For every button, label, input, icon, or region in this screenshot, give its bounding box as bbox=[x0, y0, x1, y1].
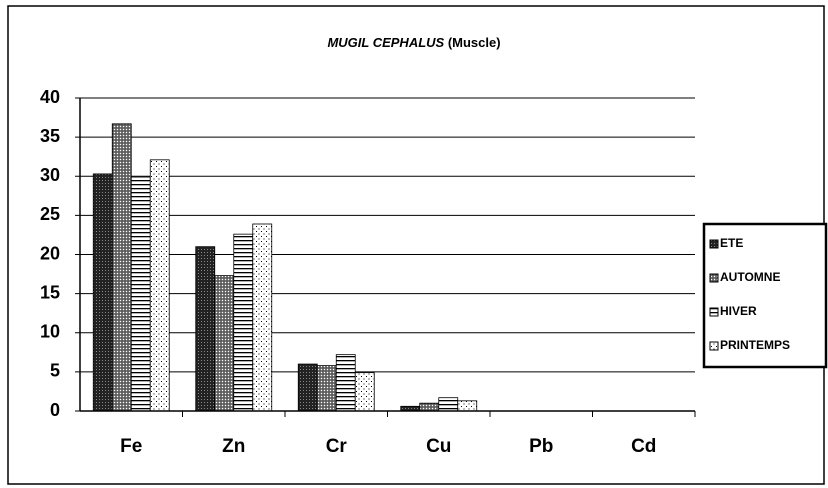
bar bbox=[92, 173, 113, 412]
legend-label: PRINTEMPS bbox=[720, 338, 790, 352]
y-tick-label: 0 bbox=[50, 400, 60, 420]
bar bbox=[297, 363, 318, 412]
legend-label: AUTOMNE bbox=[720, 270, 780, 284]
y-tick-label: 15 bbox=[40, 282, 60, 302]
bar bbox=[316, 365, 337, 412]
bar bbox=[457, 400, 478, 412]
bar bbox=[111, 123, 132, 412]
bar bbox=[438, 397, 459, 412]
bar bbox=[233, 233, 254, 412]
y-tick-label: 40 bbox=[40, 87, 60, 107]
x-tick-label: Fe bbox=[120, 436, 142, 457]
y-tick-label: 30 bbox=[40, 165, 60, 185]
y-tick-label: 25 bbox=[40, 204, 60, 224]
y-tick-label: 10 bbox=[40, 322, 60, 342]
legend-swatch bbox=[709, 239, 719, 249]
legend-label: HIVER bbox=[720, 304, 757, 318]
legend-label: ETE bbox=[720, 236, 743, 250]
legend-swatch bbox=[709, 341, 719, 351]
bar bbox=[149, 159, 170, 412]
x-tick-label: Cr bbox=[326, 436, 348, 457]
bar bbox=[252, 223, 273, 412]
bar bbox=[195, 246, 216, 412]
x-tick-label: Zn bbox=[222, 436, 245, 457]
bar bbox=[214, 275, 235, 412]
title-species: MUGIL CEPHALUS bbox=[327, 35, 444, 50]
chart-title: MUGIL CEPHALUS (Muscle) bbox=[327, 35, 500, 50]
bar bbox=[130, 176, 151, 412]
x-tick-label: Cd bbox=[631, 436, 656, 457]
legend-swatch bbox=[709, 307, 719, 317]
x-tick-label: Pb bbox=[529, 436, 553, 457]
legend-box bbox=[702, 222, 828, 369]
title-part: (Muscle) bbox=[448, 35, 501, 50]
legend-swatch bbox=[709, 273, 719, 283]
bar bbox=[354, 372, 375, 412]
y-tick-label: 35 bbox=[40, 126, 60, 146]
bar bbox=[335, 354, 356, 412]
y-tick-label: 20 bbox=[40, 243, 60, 263]
y-tick-label: 5 bbox=[50, 361, 60, 381]
bar bbox=[419, 402, 440, 412]
x-tick-label: Cu bbox=[426, 436, 451, 457]
